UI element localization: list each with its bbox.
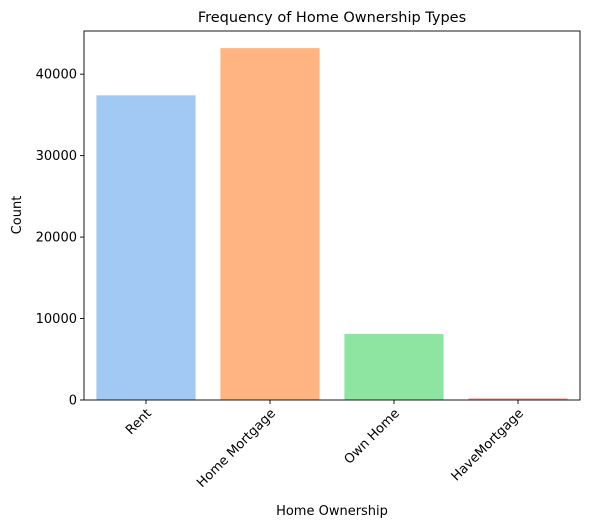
bar-own-home bbox=[344, 334, 443, 400]
y-tick-label: 30000 bbox=[36, 149, 77, 164]
bars-group bbox=[96, 48, 567, 400]
chart-title: Frequency of Home Ownership Types bbox=[198, 10, 466, 26]
x-tick-label: Rent bbox=[123, 406, 155, 438]
y-tick-label: 0 bbox=[69, 394, 77, 409]
x-tick-label: HaveMortgage bbox=[449, 406, 527, 484]
x-tick-label: Own Home bbox=[342, 406, 403, 467]
y-tick-label: 20000 bbox=[36, 231, 77, 246]
bar-home-mortgage bbox=[220, 48, 319, 400]
y-axis: 0 10000 20000 30000 40000 bbox=[36, 68, 84, 409]
y-tick-label: 40000 bbox=[36, 68, 77, 83]
x-axis-label: Home Ownership bbox=[276, 504, 388, 519]
y-tick-label: 10000 bbox=[36, 312, 77, 327]
x-tick-label: Home Mortgage bbox=[194, 406, 279, 491]
y-axis-label: Count bbox=[10, 196, 25, 235]
bar-rent bbox=[96, 95, 195, 400]
x-axis: Rent Home Mortgage Own Home HaveMortgage bbox=[123, 400, 527, 491]
